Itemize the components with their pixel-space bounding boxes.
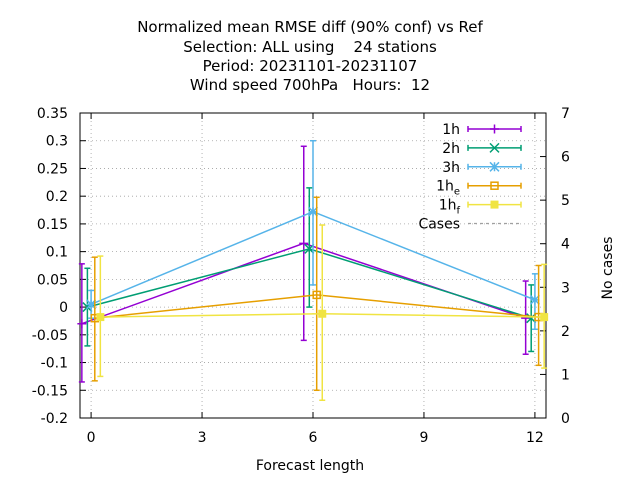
marker-plus: [299, 238, 309, 248]
legend-label: 1he: [436, 179, 460, 198]
y2-tick-label: 0: [561, 411, 570, 427]
y-tick-label: 0.3: [46, 134, 68, 150]
series-1hf: [96, 224, 549, 402]
axis-ticks: -0.2 -0.15 -0.1 -0.05 0 0.05 0.1 0.15 0.2 0.25 0.3…: [32, 106, 570, 446]
chart-title: Normalized mean RMSE diff (90% conf) vs …: [137, 18, 483, 94]
marker-filled-square: [96, 313, 105, 322]
x-axis-label: Forecast length: [256, 458, 364, 474]
marker-plus: [490, 124, 499, 134]
marker-filled-square: [490, 200, 499, 209]
y-tick-label: -0.1: [41, 356, 68, 372]
x-tick-label: 12: [526, 430, 544, 446]
marker-star: [489, 161, 500, 172]
marker-plus: [77, 319, 87, 329]
x-tick-label: 0: [87, 430, 96, 446]
y-tick-label: 0.15: [37, 217, 68, 233]
series-3h: [86, 139, 540, 331]
y-tick-label: 0.35: [37, 106, 68, 122]
y2-tick-label: 1: [561, 367, 570, 383]
series-layer: [77, 139, 549, 402]
marker-cross: [489, 142, 500, 153]
y-tick-label: -0.2: [41, 411, 68, 427]
marker-star: [86, 299, 97, 310]
y-tick-label: -0.15: [32, 383, 68, 399]
marker-star: [307, 206, 319, 217]
legend-label: 2h: [442, 141, 460, 157]
legend-label: 3h: [442, 160, 460, 176]
x-tick-label: 3: [198, 430, 207, 446]
legend-label-cases: Cases: [418, 217, 460, 233]
y2-tick-label: 5: [561, 193, 570, 209]
y2-tick-label: 2: [561, 324, 570, 340]
y2-tick-label: 6: [561, 150, 570, 166]
series-1h: [77, 145, 531, 383]
title-line-1: Normalized mean RMSE diff (90% conf) vs …: [137, 18, 483, 36]
title-line-4: Wind speed 700hPa Hours: 12: [190, 76, 430, 94]
marker-filled-square: [318, 309, 327, 318]
title-line-2: Selection: ALL using 24 stations: [183, 38, 437, 56]
marker-square: [490, 181, 499, 190]
legend-label: 1h: [442, 122, 460, 138]
x-tick-label: 6: [309, 430, 318, 446]
y-tick-label: 0.25: [37, 161, 68, 177]
y-tick-label: 0.2: [46, 189, 68, 205]
y-tick-label: -0.05: [32, 328, 68, 344]
marker-square: [312, 290, 321, 300]
y2-tick-label: 7: [561, 106, 570, 122]
series-1he: [90, 196, 543, 392]
title-line-3: Period: 20231101-20231107: [203, 57, 418, 75]
marker-star: [529, 294, 540, 305]
y-tick-label: 0: [59, 300, 68, 316]
legend-label: 1hf: [439, 198, 461, 217]
marker-filled-square: [540, 313, 549, 322]
y2-tick-label: 4: [561, 237, 570, 253]
y2-tick-label: 3: [561, 280, 570, 296]
y2-axis-label: No cases: [600, 237, 616, 300]
y-tick-label: 0.05: [37, 272, 68, 288]
x-tick-label: 9: [419, 430, 428, 446]
y-tick-label: 0.1: [46, 245, 68, 261]
